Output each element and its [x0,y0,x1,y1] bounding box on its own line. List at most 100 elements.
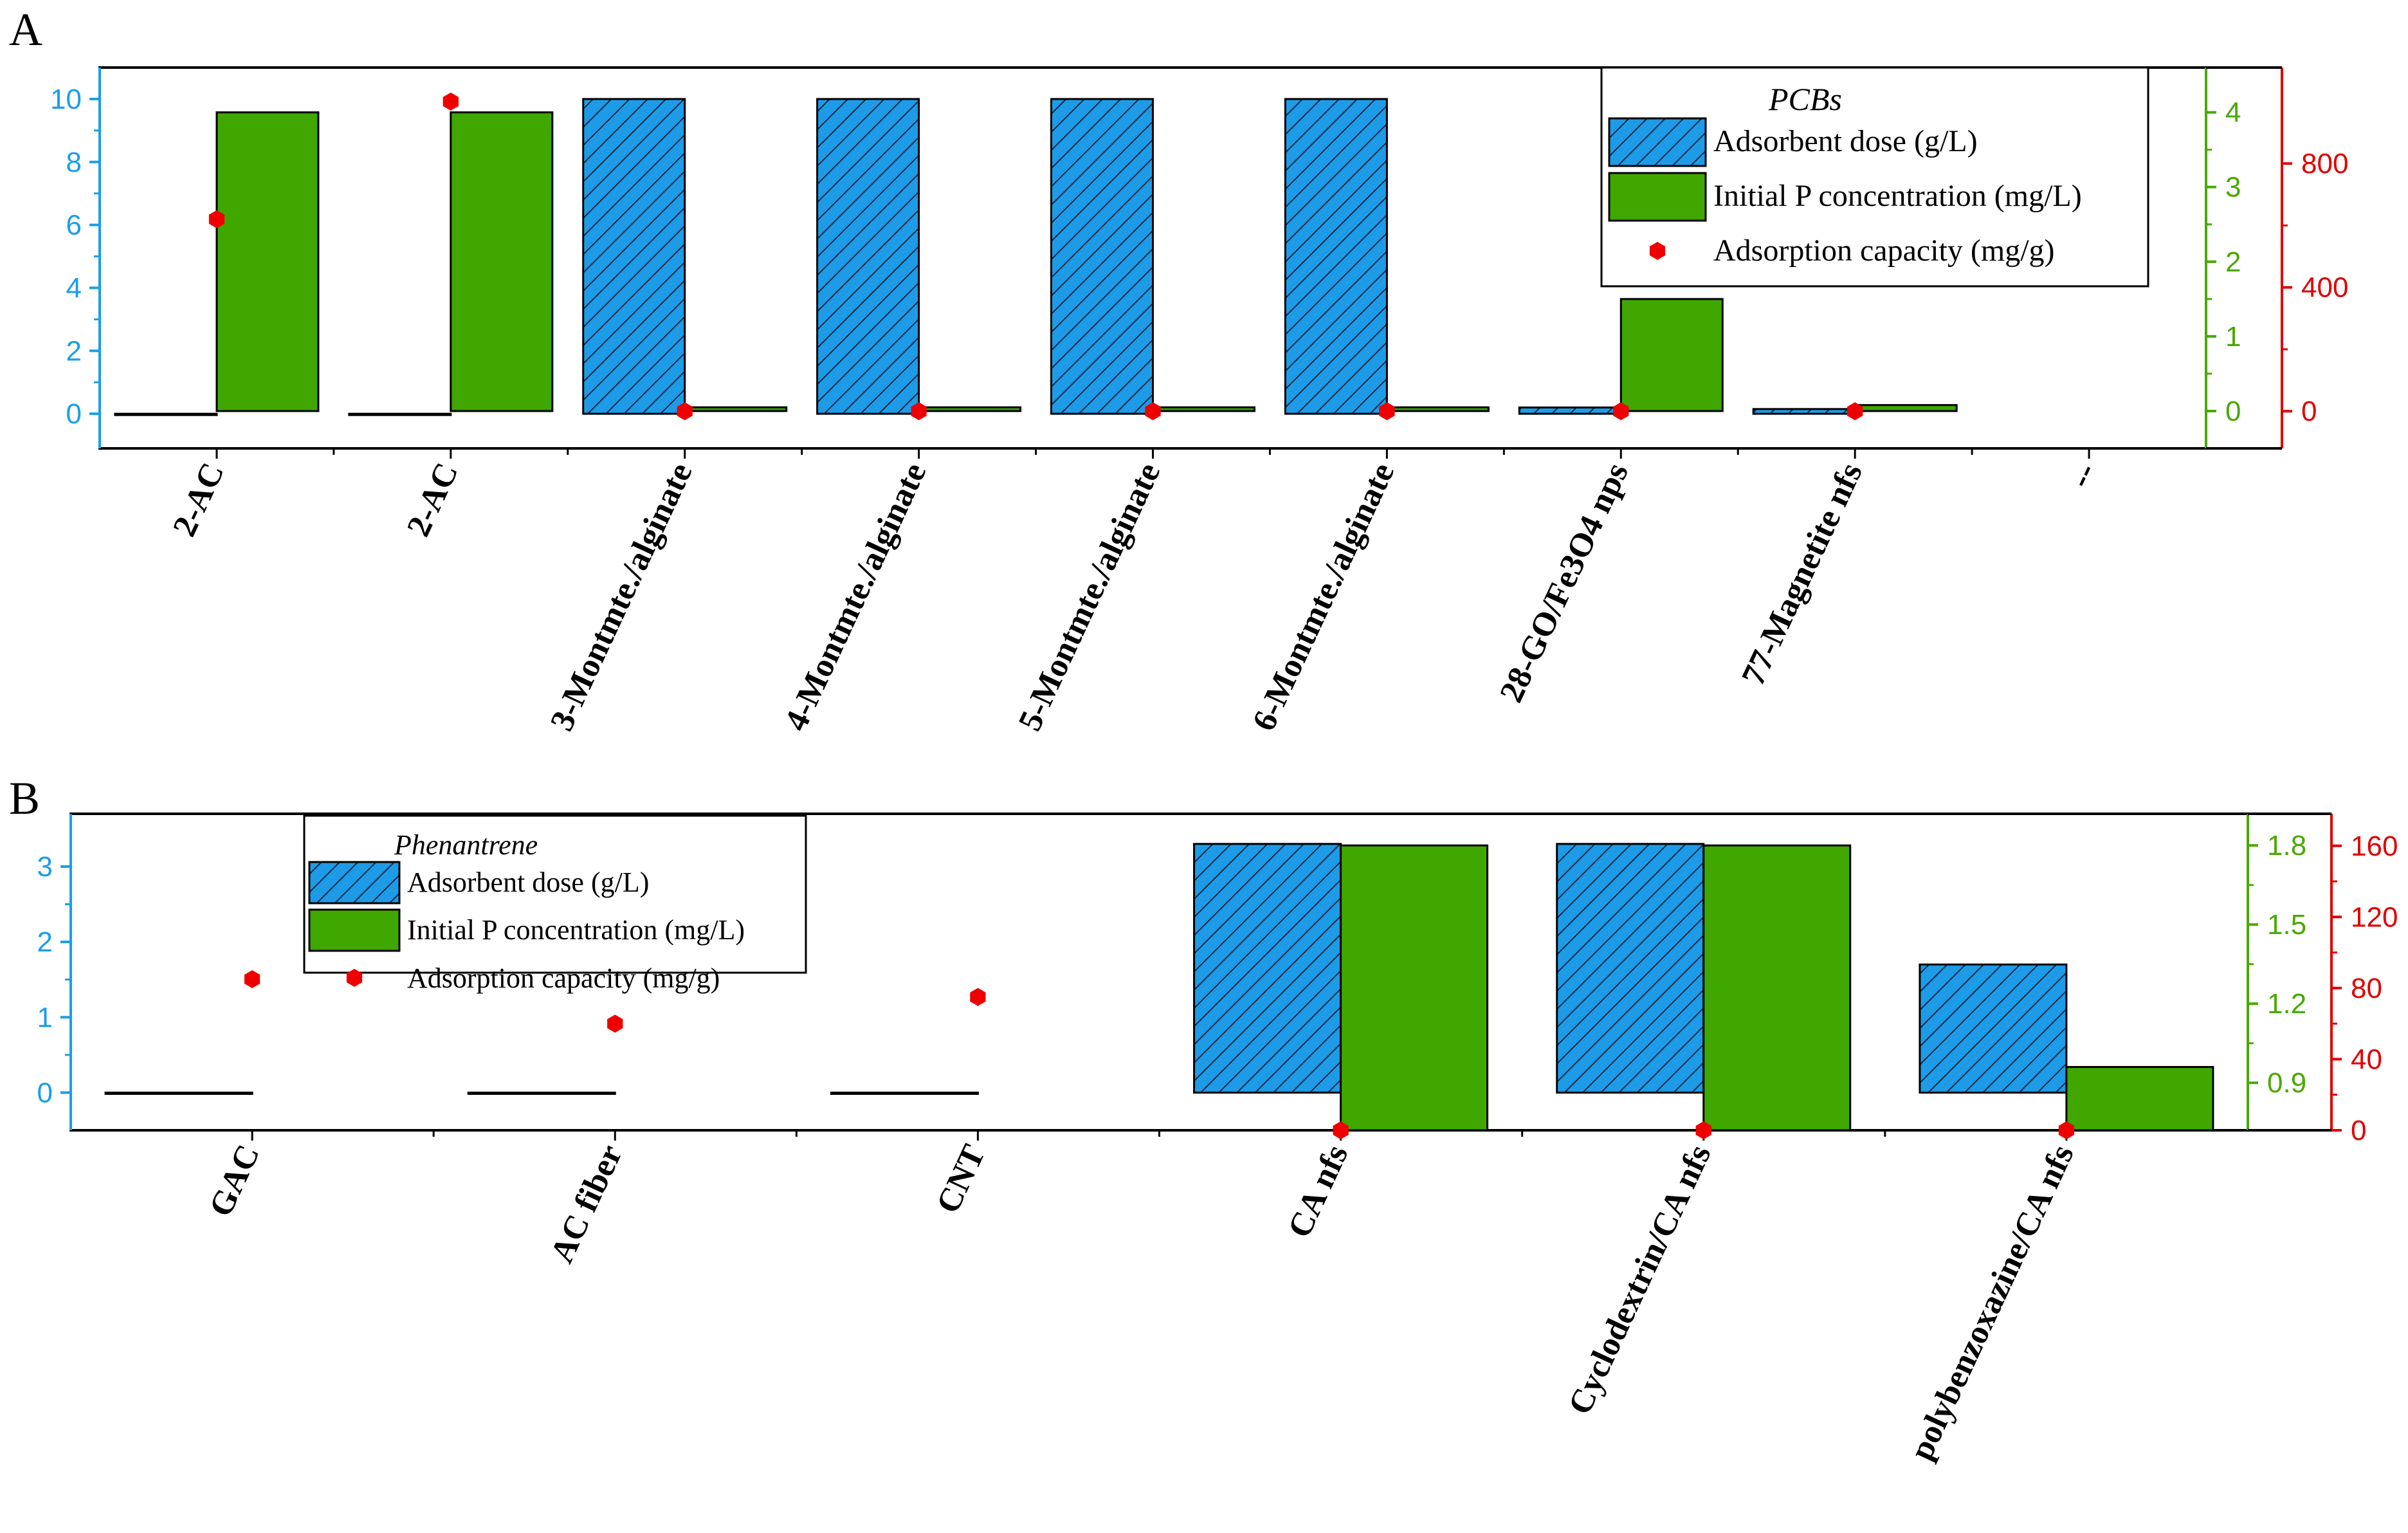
capacity-point [1695,1121,1711,1139]
red-axis-tick-label: 800 [2301,148,2348,179]
capacity-point [1613,402,1629,421]
x-tick-label: 4-Montmte./alginate [778,457,934,737]
green-axis-tick-label: 2 [2225,246,2241,278]
dose-bar [467,1091,616,1095]
concentration-bar [1702,844,1852,1132]
legend-label-concentration: Initial P concentration (mg/L) [407,914,745,946]
green-axis-tick-label: 1 [2225,321,2241,353]
green-axis-tick-label: 1.5 [2267,909,2306,941]
panel-a-label: A [9,4,42,55]
x-tick-label: polybenzoxazine/CA nfs [1903,1139,2081,1465]
green-axis-tick-label: 0.9 [2267,1067,2306,1099]
left-axis-tick-label: 1 [37,1002,53,1033]
capacity-point [1145,402,1161,421]
green-axis-tick-label: 4 [2225,97,2241,129]
concentration-bar [1619,298,1724,412]
panel-a-chart: 2-AC 2-AC 3-Montmte./alginate 4-Montmte./al… [50,66,2348,737]
legend-swatch-concentration [1608,172,1707,222]
legend-marker-capacity [346,969,363,987]
concentration-bar [1340,844,1489,1132]
red-axis-tick-label: 0 [2301,396,2317,427]
x-tick-label: 5-Montmte./alginate [1012,457,1168,737]
concentration-bar [215,111,320,412]
dose-bar [1193,843,1342,1094]
x-tick-label: AC fiber [543,1139,630,1269]
red-axis-tick-label: 400 [2301,272,2348,304]
dose-bar [816,98,920,415]
legend-label-dose: Adsorbent dose (g/L) [1713,124,1978,158]
concentration-bar [918,406,1022,412]
legend-label-capacity: Adsorption capacity (mg/g) [407,962,720,994]
legend-label-dose: Adsorbent dose (g/L) [407,867,649,898]
capacity-point [442,92,459,111]
capacity-point [1379,402,1395,421]
legend-label-capacity: Adsorption capacity (mg/g) [1713,234,2055,268]
x-tick-label: CA nfs [1281,1139,1356,1244]
concentration-bar [1854,404,1958,412]
x-tick-label: GAC [202,1139,266,1222]
red-axis-tick-label: 120 [2351,901,2398,933]
dose-bar [1556,843,1705,1094]
dose-bar [348,412,452,416]
legend-label-concentration: Initial P concentration (mg/L) [1713,179,2082,213]
capacity-point [607,1014,623,1033]
capacity-point [970,987,986,1006]
green-axis-tick-label: 3 [2225,172,2241,203]
capacity-point [677,402,693,421]
green-axis-tick-label: 1.2 [2267,988,2306,1020]
left-axis-tick-label: 2 [37,926,53,958]
x-tick-label: 2-AC [166,457,232,542]
capacity-point [1847,402,1863,421]
dose-bar [830,1091,979,1095]
x-tick-label: 3-Montmte./alginate [543,457,700,737]
legend-swatch-dose [1608,117,1707,167]
concentration-bar [1385,406,1490,412]
x-tick-label: Cyclodextrin/CA nfs [1562,1139,1719,1420]
legend-title: PCBs [1768,81,1842,117]
dose-bar [582,98,686,415]
legend-swatch-dose [308,861,401,904]
legend-swatch-concentration [308,908,401,952]
dose-bar [114,412,218,416]
capacity-point [208,210,225,228]
x-tick-label: 28-GO/Fe3O4 nps [1493,457,1636,708]
left-axis-tick-label: 6 [66,210,82,241]
left-axis-tick-label: 3 [37,851,53,883]
left-axis-tick-label: 8 [66,147,82,178]
concentration-bar [1152,406,1255,412]
concentration-bar [2065,1066,2214,1132]
left-axis-tick-label: 0 [37,1077,53,1108]
red-axis-tick-label: 160 [2351,831,2398,862]
x-tick-label: 2-AC [400,457,466,542]
capacity-point [911,402,927,421]
x-tick-label: 77-Magnetite nfs [1735,457,1870,691]
dose-bar [1919,963,2068,1094]
legend-marker-capacity [1649,242,1666,260]
legend-title: Phenantrene [394,829,538,861]
dose-bar [1518,406,1622,415]
panel-b-label: B [9,773,40,824]
concentration-bar [450,111,554,412]
red-axis-tick-label: 0 [2351,1115,2366,1146]
dose-bar [1050,98,1154,415]
concentration-bar [684,406,788,412]
capacity-point [2058,1121,2074,1139]
left-axis-tick-label: 2 [66,335,82,367]
red-axis-tick-label: 80 [2351,973,2382,1004]
panel-b-chart: GAC AC fiber CNT CA nfs Cyclodextrin/CA nfs p… [37,812,2398,1465]
green-axis-tick-label: 1.8 [2267,830,2306,861]
dose-bar [1752,408,1856,415]
capacity-point [1333,1121,1349,1139]
x-tick-label: 6-Montmte./alginate [1246,457,1402,737]
left-axis-tick-label: 10 [50,84,82,115]
capacity-point [244,970,260,989]
x-tick-label: CNT [929,1139,992,1219]
x-tick-label: -- [2061,457,2104,493]
left-axis-tick-label: 4 [66,272,82,304]
dose-bar [1284,98,1388,415]
left-axis-tick-label: 0 [66,398,82,430]
red-axis-tick-label: 40 [2351,1043,2382,1075]
dose-bar [104,1091,253,1095]
green-axis-tick-label: 0 [2225,396,2241,427]
